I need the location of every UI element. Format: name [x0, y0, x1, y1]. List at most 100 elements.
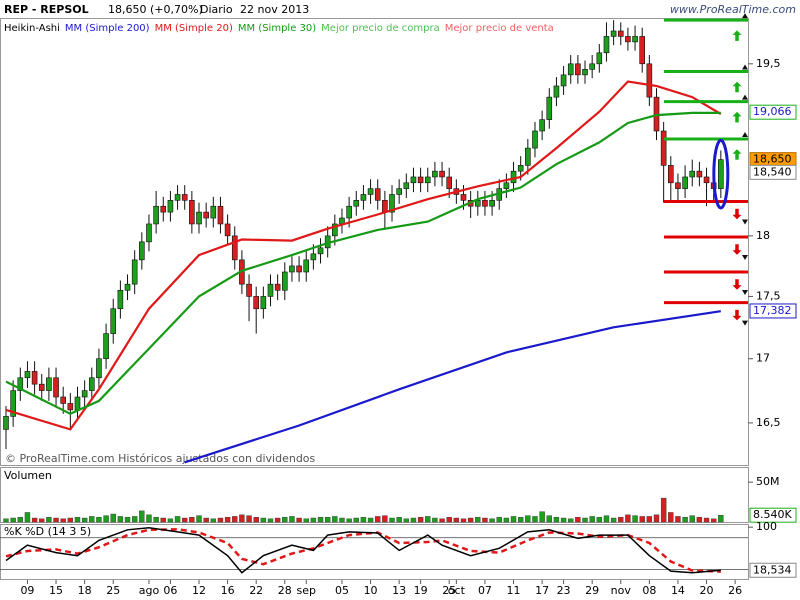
moving-average [5, 111, 721, 416]
volume-bar [67, 517, 74, 523]
volume-bar [389, 517, 395, 523]
volume-bar [124, 517, 131, 523]
candle-body [303, 259, 310, 273]
arrow-icon [731, 81, 743, 93]
candle-body [560, 74, 567, 87]
volume-bar [339, 517, 345, 523]
candle-body [88, 377, 95, 391]
candle-body [439, 170, 445, 178]
candle-body [117, 289, 124, 310]
candle-body [153, 205, 159, 225]
candle-body [274, 283, 281, 291]
volume-bar [539, 511, 545, 523]
candle-body [374, 188, 381, 201]
candle-body [589, 63, 595, 70]
candle-body [189, 200, 195, 225]
candle-body [689, 170, 696, 178]
volume-bar [718, 514, 724, 523]
x-tick-label: 09 [20, 584, 34, 597]
moving-average [184, 310, 721, 464]
candle-body [532, 130, 538, 149]
volume-bar [289, 516, 295, 523]
volume-bar [131, 516, 138, 523]
price-tag-label: 18,534 [753, 563, 792, 576]
volume-bar [224, 517, 231, 523]
candle-body [675, 182, 681, 189]
volume-bar [503, 517, 510, 523]
volume-bar [332, 516, 338, 523]
x-tick-label: 16 [221, 584, 235, 597]
arrow-tip [742, 64, 748, 70]
candle-body [167, 200, 174, 213]
candle-body [139, 241, 145, 261]
candle-body [332, 223, 338, 237]
legend: Heikin-Ashi MM (Simple 200) MM (Simple 20)… [4, 23, 554, 34]
y-tick-label: 17,5 [756, 289, 781, 302]
volume-bar [568, 518, 574, 523]
volume-bar [31, 517, 38, 523]
candle-body [196, 211, 202, 225]
candle-body [446, 176, 453, 189]
volume-bar [610, 517, 617, 523]
volume-bar [582, 517, 588, 523]
brand: www.ProRealTime.com [670, 3, 796, 16]
volume-bar [467, 517, 474, 523]
candle-body [460, 194, 467, 201]
x-tick-label: ago [139, 584, 160, 597]
volume-bar [596, 517, 603, 523]
x-tick-label: 13 [392, 584, 406, 597]
candle-body [696, 170, 703, 178]
volume-bar [510, 516, 517, 523]
moving-average [5, 80, 722, 431]
x-tick-label: 14 [671, 584, 685, 597]
volume-bar [17, 517, 24, 523]
volume-bar [303, 518, 309, 523]
volume-bar [60, 518, 66, 523]
volume-bar [360, 517, 367, 523]
arrow-icon [731, 111, 743, 123]
candle-body [367, 188, 374, 195]
volume-bar [410, 517, 417, 523]
symbol: REP - REPSOL [4, 3, 89, 16]
price-tag [749, 562, 797, 578]
candle-body [660, 130, 667, 166]
volume-bar [625, 514, 631, 523]
volume-bar [74, 517, 81, 523]
volume-bar [560, 517, 567, 523]
price-tag-label: 18,540 [753, 165, 792, 178]
volume-bar [110, 513, 116, 523]
candle-body [539, 119, 545, 132]
candle-body [31, 371, 38, 385]
volume-bar [139, 510, 145, 523]
volume-bar [103, 515, 109, 523]
y-tick-label: 17 [756, 352, 770, 365]
candle-body [160, 205, 167, 213]
candle-body [517, 165, 524, 172]
volume-bar [696, 517, 703, 523]
volume-bar [618, 517, 624, 523]
x-tick-label: 25 [442, 584, 456, 597]
date: 22 nov 2013 [240, 3, 309, 16]
candle-body [489, 200, 495, 207]
candle-body [603, 36, 610, 54]
candle-body [617, 30, 624, 37]
candle-body [281, 271, 288, 291]
candle-body [131, 259, 138, 285]
x-tick-label: 08 [642, 584, 656, 597]
volume-bar [39, 518, 45, 523]
volume-bar [253, 517, 259, 523]
arrow-tip [742, 13, 748, 19]
candle-body [53, 377, 59, 398]
volume-bar [274, 517, 281, 523]
arrow-icon [731, 243, 743, 256]
candle-body [174, 194, 181, 201]
y-tick-label: 100 [756, 520, 777, 533]
candle-body [424, 176, 431, 184]
volume-bar [310, 517, 317, 523]
candle-body [81, 390, 88, 398]
candle-body [74, 396, 81, 411]
candle-body [417, 176, 424, 184]
